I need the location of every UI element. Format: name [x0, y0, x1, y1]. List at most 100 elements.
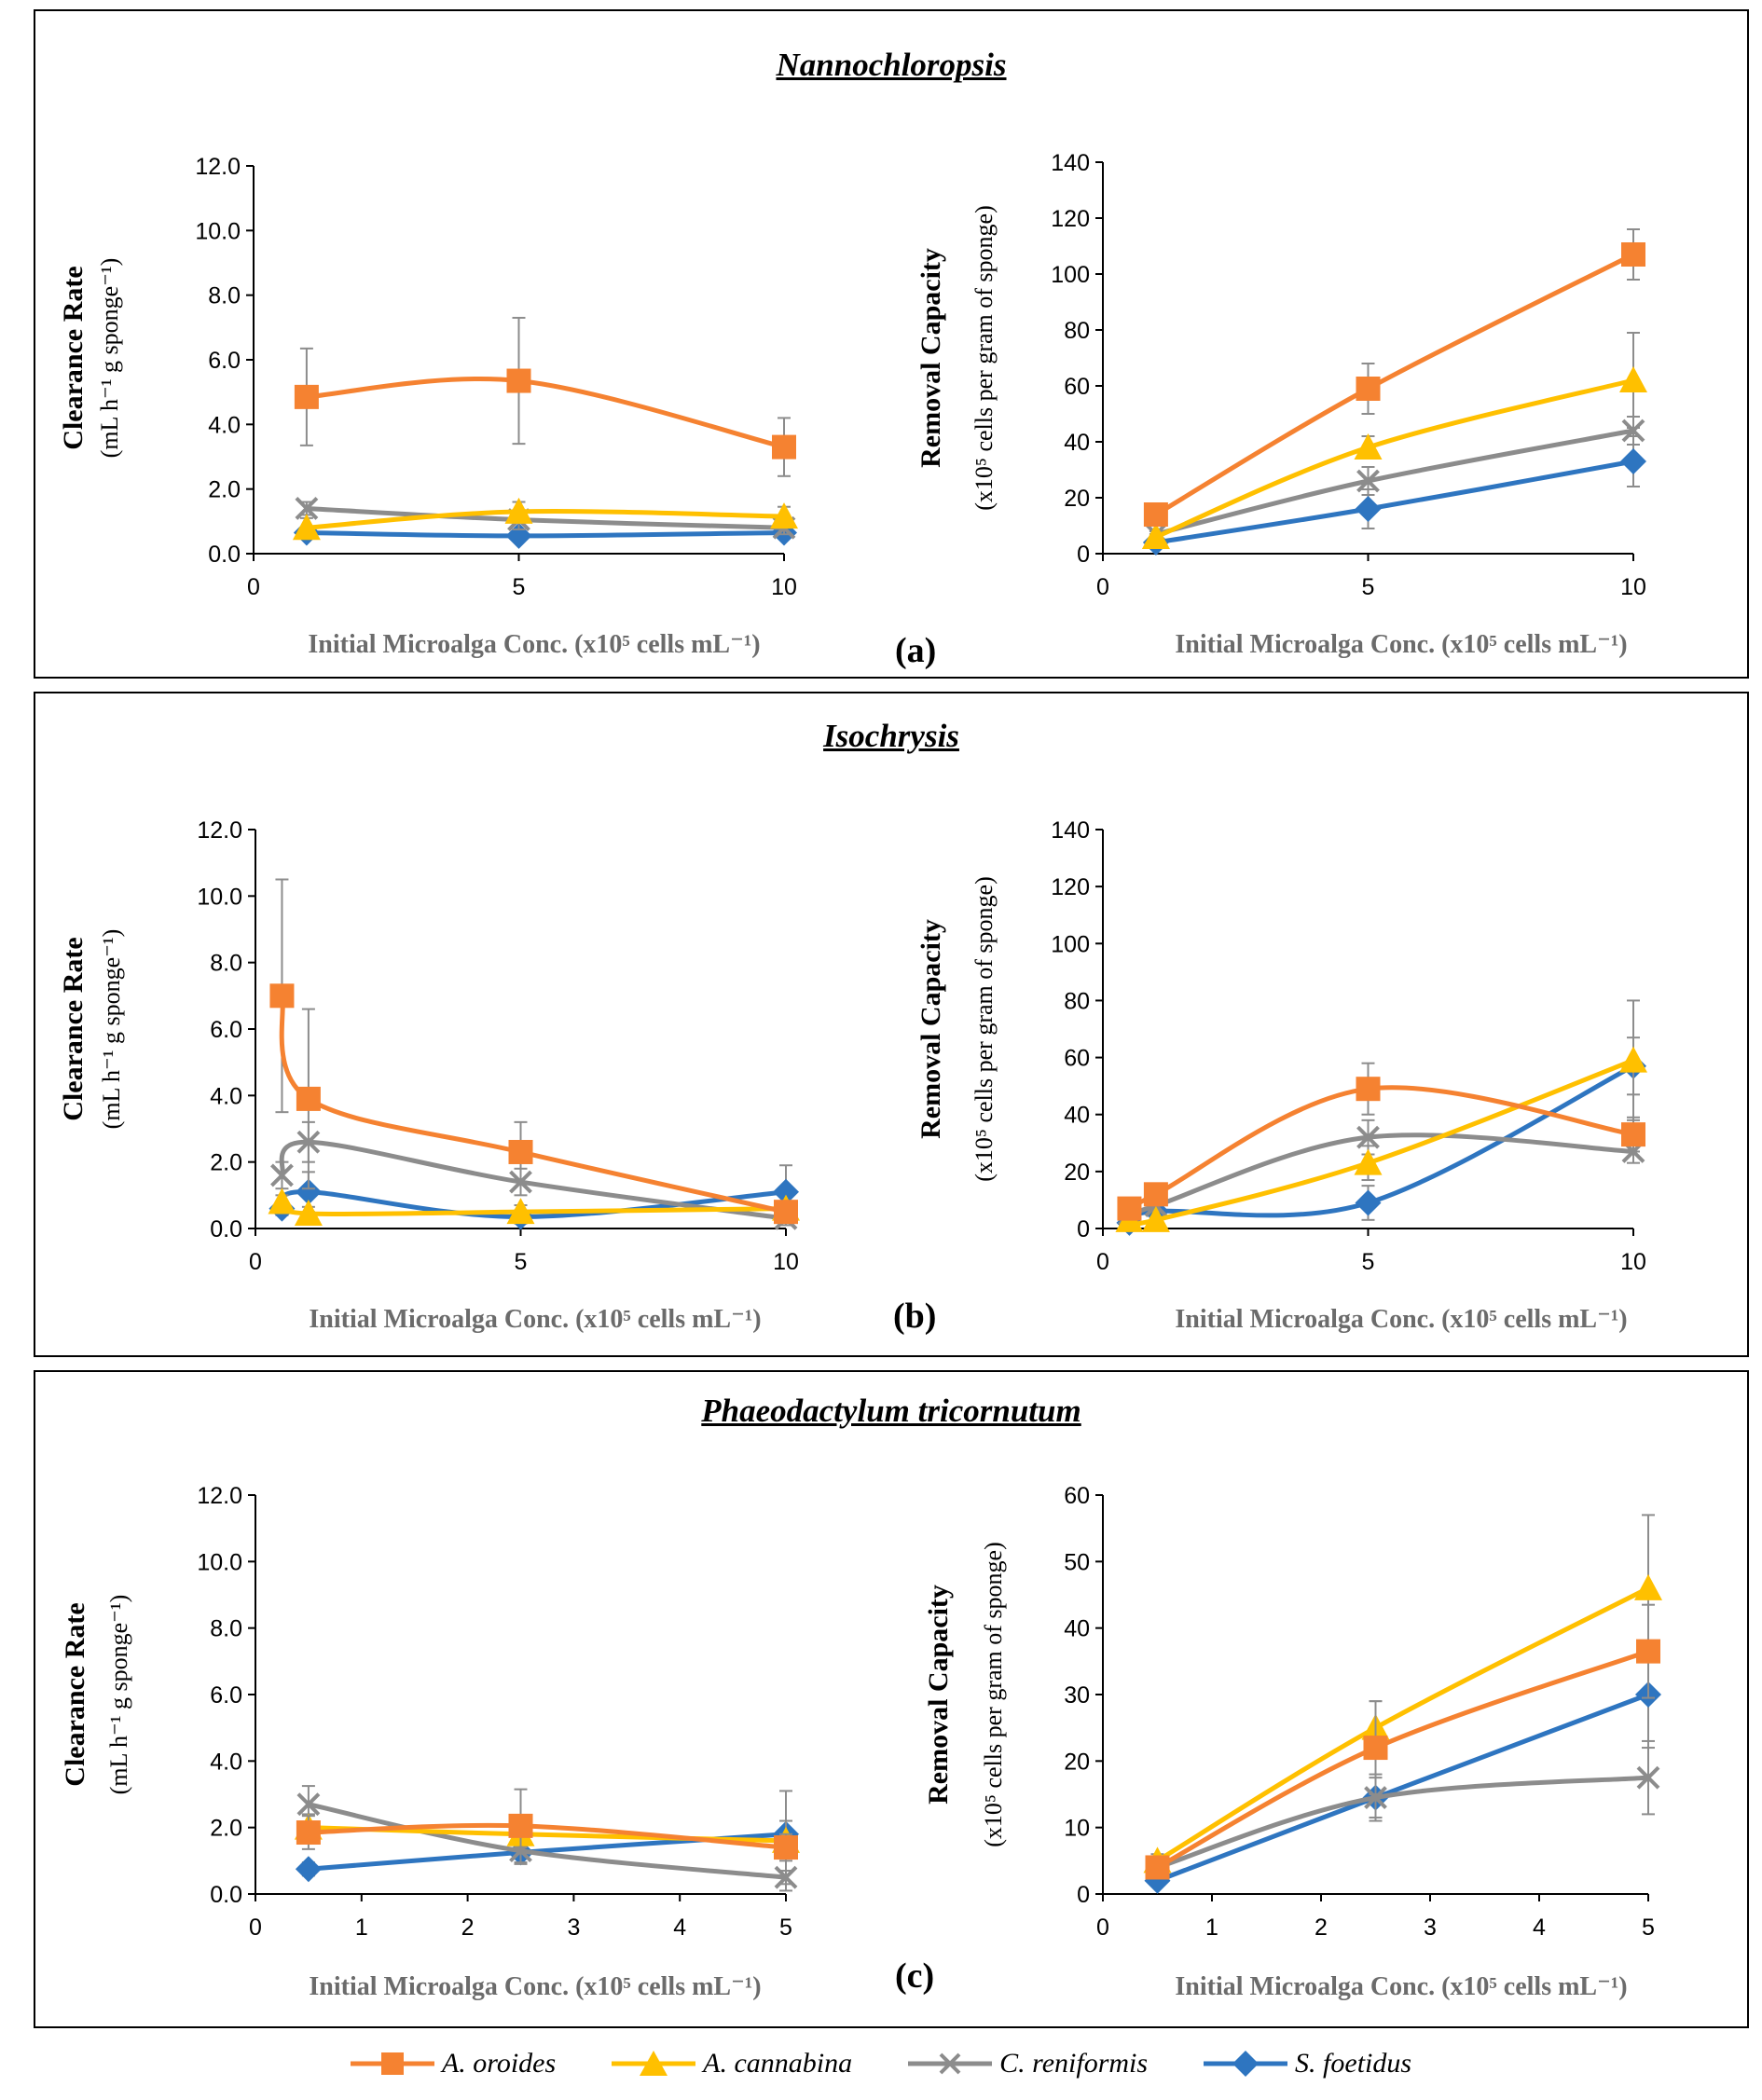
x-tick-label: 0: [249, 1249, 262, 1275]
point-a-cannabina: [1354, 1148, 1383, 1175]
x-tick-label: 5: [779, 1915, 792, 1941]
y-tick-label: 6.0: [210, 1682, 242, 1709]
panel-a-letter: (a): [895, 631, 937, 670]
series-line-a-oroides: [1156, 1649, 1649, 1870]
y-axis-label: Clearance Rate: [60, 1602, 90, 1786]
legend-label-a-cannabina: A. cannabina: [703, 2048, 853, 2079]
y-tick-label: 2.0: [208, 477, 241, 503]
legend-marker-square: [350, 2052, 434, 2075]
point-s-foetidus: [295, 1178, 322, 1205]
y-tick-label: 4.0: [208, 412, 241, 438]
point-a-oroides: [296, 1086, 321, 1111]
series-line-c-reniformis: [279, 1139, 787, 1221]
legend-marker-diamond: [1204, 2051, 1288, 2077]
x-tick-label: 2: [1315, 1915, 1328, 1941]
y-tick-label: 80: [1064, 318, 1090, 344]
x-tick-label: 0: [1096, 1915, 1109, 1941]
legend: A. oroides A. cannabina C. reniformis S.…: [0, 2043, 1762, 2084]
x-tick-label: 10: [1620, 574, 1646, 600]
y-tick-label: 30: [1064, 1682, 1090, 1709]
point-s-foetidus: [1620, 448, 1646, 474]
point-a-oroides: [1143, 1182, 1168, 1207]
legend-item-s-foetidus: S. foetidus: [1204, 2048, 1411, 2079]
panel-c-letter: (c): [895, 1956, 935, 1996]
point-a-cannabina: [1634, 1573, 1662, 1600]
point-a-oroides: [1143, 502, 1168, 527]
y-tick-label: 50: [1064, 1549, 1090, 1575]
point-c-reniformis: [1356, 469, 1380, 493]
chart-b-clearance: 0.0 2.0 4.0 6.0 8.0 10.0 12.0 0 5 10 Initial Micro…: [58, 817, 800, 1334]
x-axis-label: Initial Microalga Conc. (x10⁵ cells mL⁻¹…: [308, 630, 760, 659]
y-tick-label: 0: [1077, 1882, 1090, 1908]
y-tick-label: 20: [1064, 1160, 1090, 1186]
y-tick-label: 12.0: [197, 1483, 242, 1509]
chart-c-removal: 0 10 20 30 40 50 60 0 1 2 3 4 5 Initial Microalga Con…: [923, 1483, 1662, 2001]
x-tick-label: 0: [247, 574, 260, 600]
x-tick-label: 2: [461, 1915, 475, 1941]
x-tick-label: 10: [771, 574, 797, 600]
y-tick-label: 60: [1064, 1046, 1090, 1072]
point-c-reniformis: [296, 1792, 321, 1817]
y-tick-label: 6.0: [208, 348, 241, 374]
y-tick-label: 40: [1064, 1103, 1090, 1129]
y-tick-label: 8.0: [208, 283, 241, 309]
y-tick-label: 2.0: [210, 1816, 242, 1842]
x-tick-label: 3: [1424, 1915, 1437, 1941]
y-tick-label: 10.0: [197, 884, 242, 910]
y-tick-label: 0.0: [210, 1216, 242, 1242]
x-tick-label: 3: [567, 1915, 580, 1941]
y-axis-unit-label: (mL h⁻¹ g sponge⁻¹): [105, 1595, 132, 1795]
y-tick-label: 20: [1064, 1749, 1090, 1775]
panel-a-title: Nannochloropsis: [776, 47, 1007, 83]
series-line-a-oroides: [279, 995, 787, 1215]
point-a-cannabina: [506, 1198, 535, 1225]
x-tick-label: 4: [1533, 1915, 1546, 1941]
y-tick-label: 0.0: [210, 1882, 242, 1908]
x-axis-label: Initial Microalga Conc. (x10⁵ cells mL⁻¹…: [309, 1305, 761, 1334]
x-tick-label: 0: [1096, 1249, 1109, 1275]
point-c-reniformis: [1364, 1786, 1387, 1809]
point-s-foetidus: [1355, 496, 1382, 522]
y-axis-unit-label: (x10⁵ cells per gram of sponge): [980, 1542, 1007, 1846]
y-tick-label: 60: [1064, 1483, 1090, 1509]
y-tick-label: 10: [1064, 1816, 1090, 1842]
series-line-a-oroides: [306, 377, 785, 450]
x-tick-label: 5: [1362, 1249, 1375, 1275]
point-a-oroides: [1621, 1122, 1645, 1147]
point-a-cannabina: [1141, 1205, 1170, 1232]
legend-label-s-foetidus: S. foetidus: [1295, 2048, 1412, 2079]
point-a-cannabina: [1619, 366, 1647, 392]
y-axis-label: Removal Capacity: [923, 1585, 954, 1805]
y-tick-label: 12.0: [197, 817, 242, 844]
panel-c: Phaeodactylum tricornutum (c): [34, 1370, 1749, 2028]
point-a-oroides: [1636, 1639, 1660, 1664]
legend-item-a-cannabina: A. cannabina: [612, 2048, 852, 2079]
point-a-cannabina: [1354, 433, 1383, 460]
x-tick-label: 4: [673, 1915, 686, 1941]
point-a-cannabina: [292, 514, 321, 541]
legend-item-a-oroides: A. oroides: [350, 2048, 556, 2079]
point-a-oroides: [774, 1200, 798, 1225]
y-tick-label: 120: [1051, 206, 1090, 232]
point-a-cannabina: [294, 1199, 323, 1226]
y-axis-label: Removal Capacity: [915, 248, 946, 468]
y-tick-label: 100: [1051, 262, 1090, 288]
y-tick-label: 0.0: [208, 542, 241, 568]
y-tick-label: 80: [1064, 988, 1090, 1014]
x-axis-label: Initial Microalga Conc. (x10⁵ cells mL⁻¹…: [1175, 1305, 1627, 1334]
y-axis-unit-label: (mL h⁻¹ g sponge⁻¹): [98, 929, 125, 1130]
series-line-s-foetidus: [306, 529, 785, 539]
point-a-oroides: [508, 1813, 533, 1838]
point-a-oroides: [774, 1835, 798, 1860]
point-a-oroides: [506, 368, 531, 393]
series-line-c-reniformis: [1155, 428, 1634, 537]
x-tick-label: 5: [515, 1249, 528, 1275]
point-c-reniformis: [270, 1163, 294, 1187]
point-a-cannabina: [1141, 523, 1170, 549]
point-c-reniformis: [1356, 1125, 1380, 1149]
y-tick-label: 120: [1051, 874, 1090, 900]
x-tick-label: 5: [1642, 1915, 1655, 1941]
panel-b: Isochrysis (b): [34, 692, 1749, 1357]
x-tick-label: 1: [1205, 1915, 1218, 1941]
